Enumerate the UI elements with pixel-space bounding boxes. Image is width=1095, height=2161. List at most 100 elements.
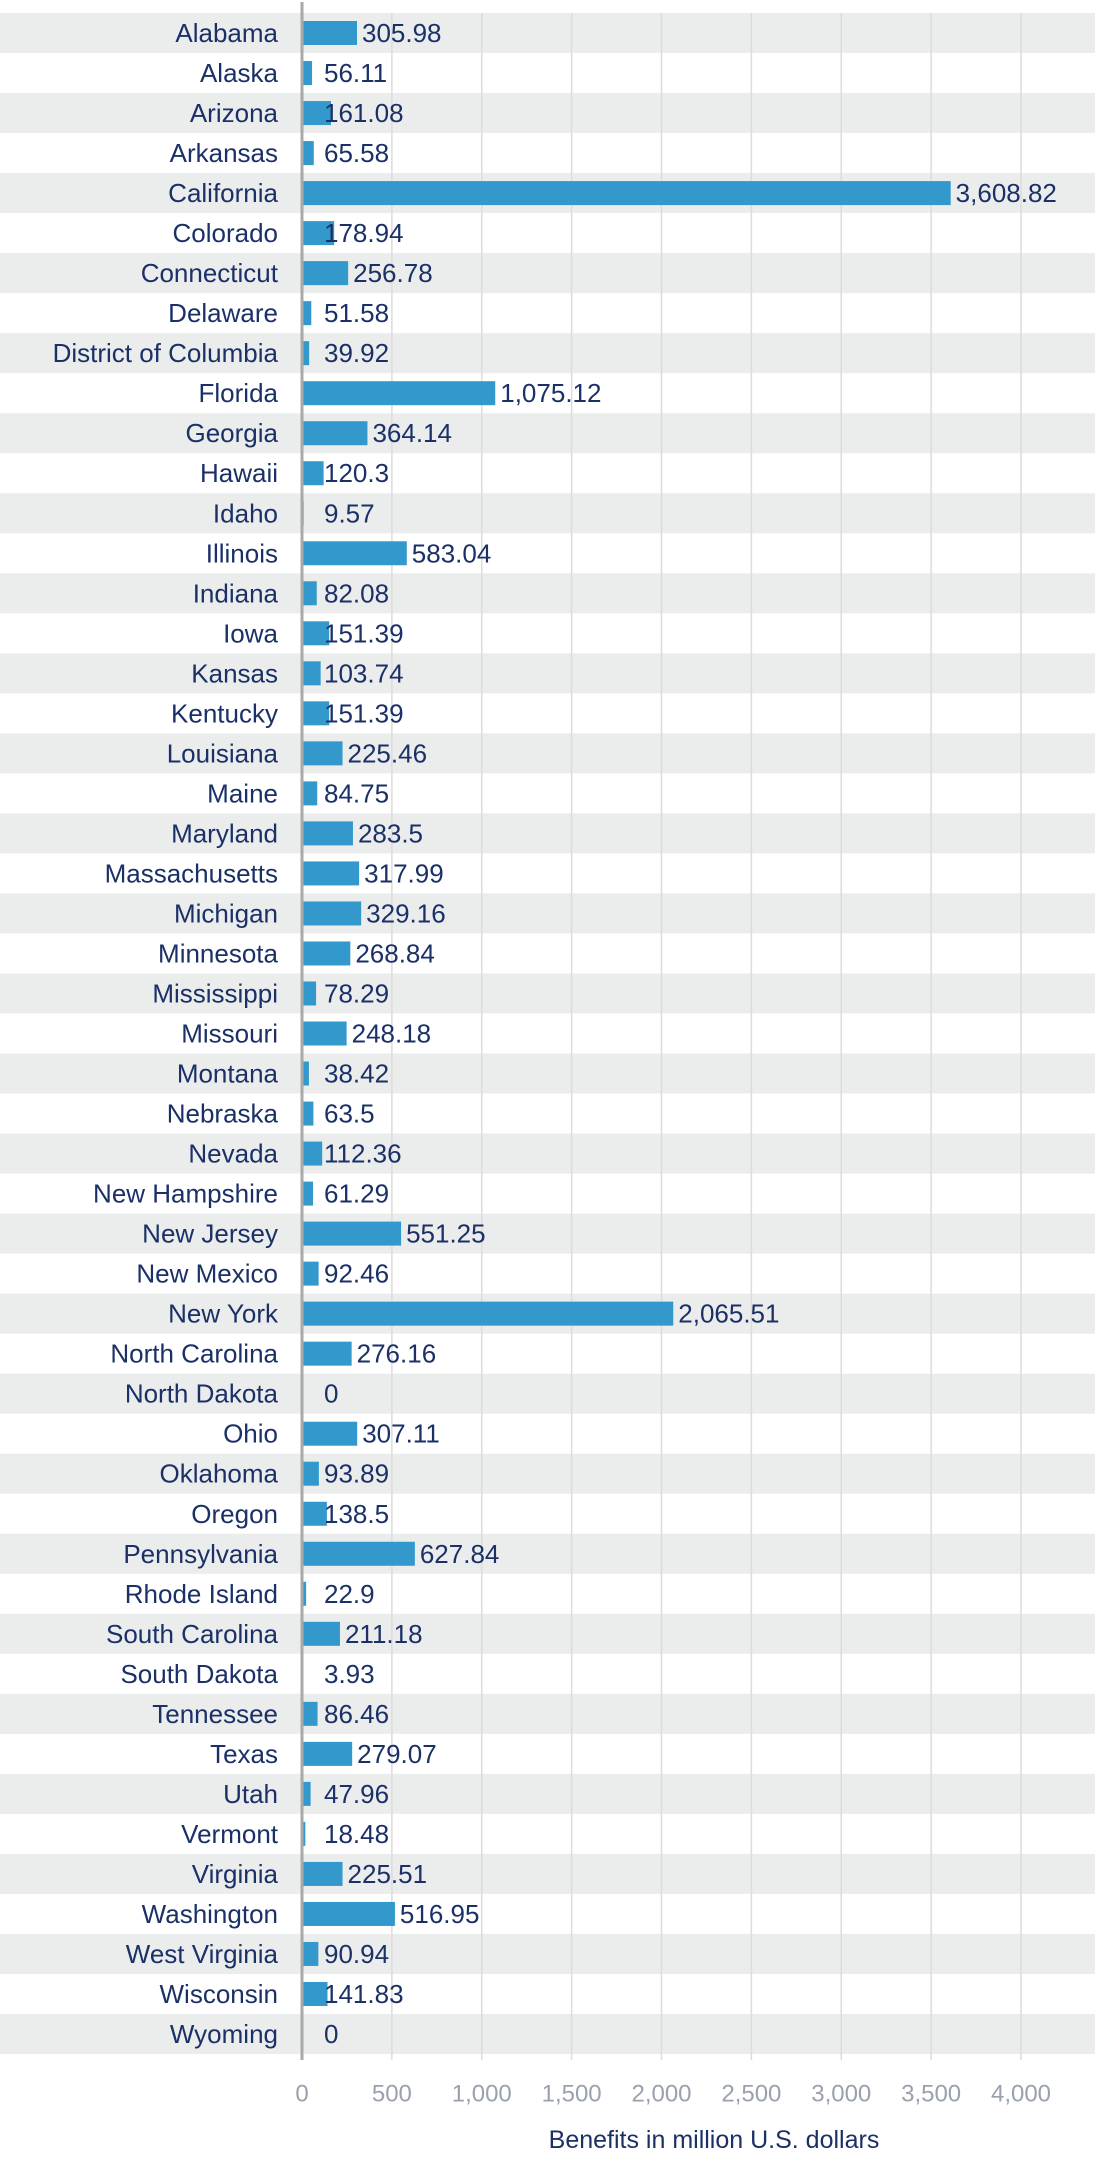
bar-new-york [302,1301,674,1326]
bar-tennessee [302,1701,318,1726]
category-label: Delaware [168,298,278,328]
category-label: California [168,178,278,208]
row-band [0,253,1095,294]
bar-oregon [302,1501,327,1526]
bar-alaska [302,61,313,86]
row-band [0,413,1095,454]
value-labels: 305.98 56.11 161.08 65.58 3,608.82 178.94 256.… [324,18,1057,2049]
bar-georgia [302,421,368,446]
category-label: Utah [223,1779,278,1809]
bar-missouri [302,1021,347,1046]
bar-maryland [302,821,353,846]
bar-connecticut [302,261,349,286]
category-label: Alaska [200,58,279,88]
category-label: Hawaii [200,458,278,488]
value-label: 256.78 [353,258,433,288]
x-axis-title: Benefits in million U.S. dollars [549,2126,880,2154]
row-band [0,1133,1095,1174]
category-label: Georgia [186,418,279,448]
bar-ohio [302,1421,358,1446]
value-label: 329.16 [366,898,446,928]
row-band [0,1773,1095,1814]
value-label: 225.46 [348,738,428,768]
row-band [0,1613,1095,1654]
x-tick-label: 3,000 [811,2081,871,2108]
category-label: Nevada [188,1139,278,1169]
row-band [0,1453,1095,1494]
value-label: 211.18 [345,1619,423,1649]
row-bands [0,13,1095,2055]
bar-michigan [302,901,362,926]
bar-florida [302,381,496,406]
bar-arkansas [302,141,314,166]
value-label: 61.29 [324,1179,389,1209]
category-label: Louisiana [167,738,279,768]
bar-district-of-columbia [302,341,310,366]
value-label: 103.74 [324,658,404,688]
value-label: 0 [324,1379,338,1409]
category-label: Indiana [193,578,279,608]
row-band [0,733,1095,774]
bar-louisiana [302,741,343,766]
category-label: New Mexico [136,1259,278,1289]
category-label: Rhode Island [125,1579,278,1609]
category-label: Colorado [172,218,278,248]
category-label: Texas [210,1739,278,1769]
category-label: North Carolina [110,1339,278,1369]
value-label: 627.84 [420,1539,500,1569]
category-label: Kansas [191,658,278,688]
value-label: 279.07 [357,1739,437,1769]
row-band [0,813,1095,854]
bar-indiana [302,581,317,606]
category-label: Vermont [181,1819,279,1849]
bar-illinois [302,541,407,566]
value-label: 92.46 [324,1259,389,1289]
row-band [0,1693,1095,1734]
bar-vermont [302,1821,306,1846]
category-label: New Jersey [142,1219,278,1249]
value-label: 151.39 [324,618,404,648]
value-label: 120.3 [324,458,389,488]
value-label: 248.18 [352,1019,432,1049]
value-label: 63.5 [324,1099,375,1129]
category-label: New York [168,1299,279,1329]
bar-new-hampshire [302,1181,314,1206]
value-label: 18.48 [324,1819,389,1849]
value-label: 317.99 [364,858,444,888]
value-label: 51.58 [324,298,389,328]
bar-colorado [302,221,335,246]
row-band [0,93,1095,134]
category-label: South Dakota [120,1659,278,1689]
bar-new-jersey [302,1221,402,1246]
value-label: 305.98 [362,18,442,48]
category-label: Nebraska [167,1099,279,1129]
bar-arizona [302,101,331,126]
category-label: Arizona [190,98,279,128]
value-label: 86.46 [324,1699,389,1729]
row-band [0,893,1095,934]
category-labels: Alabama Alaska Arizona Arkansas California Co… [53,18,279,2049]
bar-nevada [302,1141,323,1166]
value-label: 516.95 [400,1899,480,1929]
value-label: 65.58 [324,138,389,168]
row-band [0,1533,1095,1574]
category-label: Pennsylvania [123,1539,278,1569]
value-label: 3,608.82 [956,178,1057,208]
category-label: Arkansas [170,138,278,168]
bar-delaware [302,301,312,326]
bar-south-carolina [302,1621,340,1646]
value-label: 82.08 [324,578,389,608]
row-band [0,1213,1095,1254]
bar-montana [302,1061,309,1086]
row-band [0,1373,1095,1414]
value-label: 1,075.12 [500,378,601,408]
category-label: Florida [199,378,279,408]
grid-lines [391,13,1022,2060]
x-tick-label: 0 [295,2081,308,2108]
value-label: 84.75 [324,778,389,808]
category-label: Michigan [174,898,278,928]
value-label: 47.96 [324,1779,389,1809]
bar-alabama [302,21,357,46]
category-label: Iowa [223,618,278,648]
